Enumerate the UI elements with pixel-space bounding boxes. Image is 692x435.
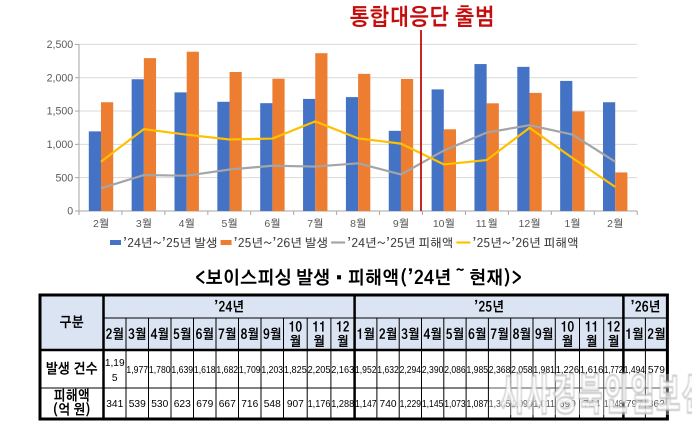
svg-text:1,616: 1,616 [580, 365, 604, 376]
svg-text:5: 5 [112, 373, 118, 384]
svg-text:1,709: 1,709 [239, 365, 261, 376]
svg-text:1,825: 1,825 [284, 365, 307, 376]
svg-text:1,780: 1,780 [149, 365, 171, 376]
svg-text:2: 2 [93, 218, 99, 230]
svg-text:716: 716 [241, 399, 258, 410]
svg-text:579: 579 [648, 365, 665, 376]
svg-text:1,203: 1,203 [261, 365, 283, 376]
svg-text:548: 548 [264, 399, 281, 410]
svg-text:4: 4 [179, 218, 185, 230]
svg-text:7: 7 [307, 218, 313, 230]
svg-text:0: 0 [67, 206, 73, 218]
svg-text:9: 9 [393, 218, 399, 230]
svg-text:667: 667 [219, 399, 236, 410]
svg-text:1,985: 1,985 [467, 365, 489, 376]
svg-text:1,977: 1,977 [126, 365, 148, 376]
svg-text:1,073: 1,073 [444, 399, 466, 410]
svg-text:12: 12 [519, 218, 531, 230]
svg-text:1,952: 1,952 [355, 365, 377, 376]
svg-text:1,345: 1,345 [489, 399, 511, 410]
svg-text:10: 10 [433, 218, 445, 230]
svg-text:1,226: 1,226 [556, 365, 580, 376]
svg-text:1,772: 1,772 [604, 365, 623, 376]
svg-text:1,176: 1,176 [308, 399, 331, 410]
svg-text:907: 907 [287, 399, 304, 410]
svg-text:1,087: 1,087 [467, 399, 489, 410]
svg-text:1,500: 1,500 [47, 106, 74, 118]
svg-text:6: 6 [264, 218, 270, 230]
svg-text:623: 623 [174, 399, 191, 410]
svg-text:8: 8 [350, 218, 356, 230]
svg-text:2,086: 2,086 [444, 365, 466, 376]
svg-text:341: 341 [106, 399, 123, 410]
svg-text:530: 530 [151, 399, 168, 410]
svg-text:2,163: 2,163 [331, 365, 354, 376]
svg-text:2,205: 2,205 [308, 365, 331, 376]
svg-text:2,294: 2,294 [400, 365, 422, 376]
svg-text:2: 2 [607, 218, 613, 230]
svg-text:11: 11 [476, 218, 487, 230]
svg-text:5: 5 [222, 218, 228, 230]
svg-text:2,500: 2,500 [47, 39, 74, 51]
svg-text:1,981: 1,981 [533, 365, 555, 376]
svg-text:1,639: 1,639 [171, 365, 193, 376]
svg-text:1,682: 1,682 [216, 365, 238, 376]
svg-text:500: 500 [56, 172, 74, 184]
svg-text:1,632: 1,632 [377, 365, 399, 376]
svg-text:740: 740 [380, 399, 397, 410]
svg-text:1,000: 1,000 [47, 139, 74, 151]
svg-text:2,390: 2,390 [422, 365, 444, 376]
svg-text:539: 539 [129, 399, 146, 410]
svg-text:699: 699 [559, 399, 576, 410]
svg-text:1: 1 [564, 218, 570, 230]
svg-text:679: 679 [196, 399, 213, 410]
svg-text:1,229: 1,229 [400, 399, 422, 410]
svg-text:2,058: 2,058 [511, 365, 533, 376]
svg-text:3: 3 [136, 218, 142, 230]
svg-text:1,288: 1,288 [331, 399, 354, 410]
svg-text:1,145: 1,145 [422, 399, 444, 410]
svg-text:1,147: 1,147 [355, 399, 377, 410]
svg-text:1,618: 1,618 [194, 365, 216, 376]
svg-text:1,494: 1,494 [624, 365, 645, 376]
svg-text:2,000: 2,000 [47, 72, 74, 84]
svg-text:2,368: 2,368 [489, 365, 511, 376]
svg-text:1,19: 1,19 [105, 358, 125, 369]
